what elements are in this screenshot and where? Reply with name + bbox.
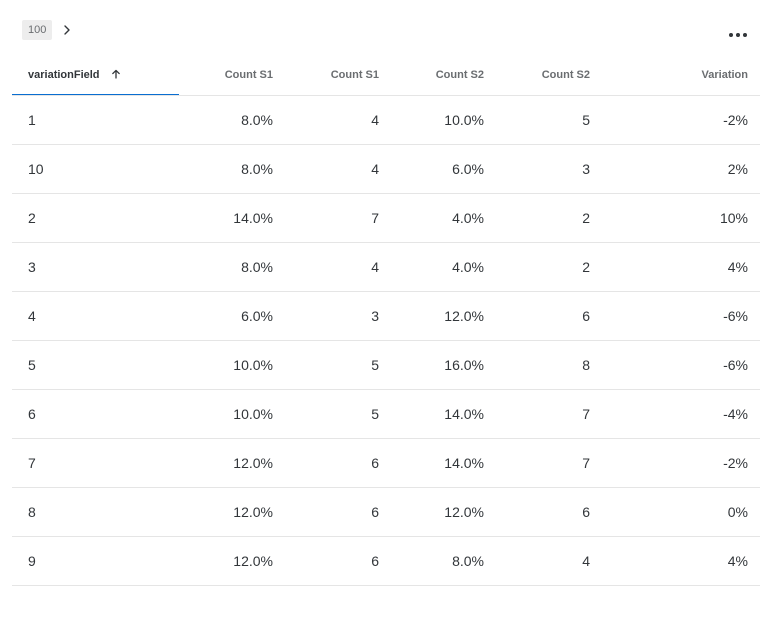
cell-variation: -6% [602, 340, 760, 390]
cell-count-s2-pct: 14.0% [391, 438, 496, 488]
cell-variationfield: 7 [12, 438, 179, 488]
cell-count-s1: 4 [285, 144, 391, 194]
cell-count-s1-pct: 12.0% [179, 487, 285, 537]
table-row[interactable]: 9 12.0% 6 8.0% 4 4% [12, 536, 760, 586]
table-row[interactable]: 1 8.0% 4 10.0% 5 -2% [12, 95, 760, 145]
more-horizontal-icon[interactable] [726, 26, 750, 42]
cell-variationfield: 6 [12, 389, 179, 439]
cell-count-s2: 8 [496, 340, 602, 390]
cell-count-s1: 5 [285, 389, 391, 439]
cell-variation: -2% [602, 438, 760, 488]
cell-count-s1-pct: 10.0% [179, 389, 285, 439]
cell-count-s1: 7 [285, 193, 391, 243]
table-row[interactable]: 8 12.0% 6 12.0% 6 0% [12, 487, 760, 537]
cell-variationfield: 2 [12, 193, 179, 243]
cell-count-s1-pct: 12.0% [179, 438, 285, 488]
cell-count-s2: 6 [496, 291, 602, 341]
cell-count-s2: 4 [496, 536, 602, 586]
cell-count-s1-pct: 8.0% [179, 242, 285, 292]
sort-ascending-icon [111, 69, 120, 79]
cell-variation: 0% [602, 487, 760, 537]
cell-variation: 10% [602, 193, 760, 243]
cell-count-s2: 7 [496, 389, 602, 439]
cell-variationfield: 5 [12, 340, 179, 390]
cell-count-s1-pct: 8.0% [179, 95, 285, 145]
cell-variationfield: 8 [12, 487, 179, 537]
cell-count-s1: 6 [285, 536, 391, 586]
cell-count-s2-pct: 10.0% [391, 95, 496, 145]
table-body: 1 8.0% 4 10.0% 5 -2% 10 8.0% 4 6.0% 3 2%… [12, 95, 760, 586]
cell-count-s2: 3 [496, 144, 602, 194]
cell-count-s1: 3 [285, 291, 391, 341]
cell-variationfield: 1 [12, 95, 179, 145]
table-header-row: variationField Count S1 Count S1 Count S… [12, 55, 760, 96]
column-header-count-s1-absolute[interactable]: Count S1 [285, 55, 391, 96]
column-header-count-s2-absolute[interactable]: Count S2 [496, 55, 602, 96]
cell-count-s1-pct: 14.0% [179, 193, 285, 243]
table-row[interactable]: 6 10.0% 5 14.0% 7 -4% [12, 389, 760, 439]
table-toolbar: 100 [22, 20, 74, 40]
cell-variation: 2% [602, 144, 760, 194]
cell-count-s2-pct: 14.0% [391, 389, 496, 439]
cell-count-s1-pct: 10.0% [179, 340, 285, 390]
cell-variationfield: 3 [12, 242, 179, 292]
cell-count-s1: 4 [285, 95, 391, 145]
cell-count-s2: 2 [496, 193, 602, 243]
cell-count-s2-pct: 8.0% [391, 536, 496, 586]
cell-count-s1: 6 [285, 487, 391, 537]
cell-count-s1-pct: 6.0% [179, 291, 285, 341]
cell-count-s2: 6 [496, 487, 602, 537]
cell-count-s2-pct: 4.0% [391, 193, 496, 243]
table-row[interactable]: 2 14.0% 7 4.0% 2 10% [12, 193, 760, 243]
cell-variationfield: 4 [12, 291, 179, 341]
table-row[interactable]: 4 6.0% 3 12.0% 6 -6% [12, 291, 760, 341]
cell-variation: 4% [602, 536, 760, 586]
row-limit-badge[interactable]: 100 [22, 20, 53, 40]
cell-variationfield: 10 [12, 144, 179, 194]
cell-count-s1-pct: 12.0% [179, 536, 285, 586]
cell-variationfield: 9 [12, 536, 179, 586]
column-header-variation[interactable]: Variation [602, 55, 760, 96]
cell-variation: -2% [602, 95, 760, 145]
column-header-variationfield[interactable]: variationField [12, 55, 179, 96]
cell-variation: -6% [602, 291, 760, 341]
table-row[interactable]: 7 12.0% 6 14.0% 7 -2% [12, 438, 760, 488]
table-row[interactable]: 3 8.0% 4 4.0% 2 4% [12, 242, 760, 292]
cell-count-s2: 7 [496, 438, 602, 488]
cell-count-s2-pct: 12.0% [391, 487, 496, 537]
cell-count-s1: 6 [285, 438, 391, 488]
cell-count-s1: 4 [285, 242, 391, 292]
chevron-right-icon[interactable] [60, 23, 74, 37]
column-header-count-s1[interactable]: Count S1 [179, 55, 285, 96]
cell-count-s2-pct: 6.0% [391, 144, 496, 194]
cell-count-s2-pct: 4.0% [391, 242, 496, 292]
table-row[interactable]: 5 10.0% 5 16.0% 8 -6% [12, 340, 760, 390]
data-table: variationField Count S1 Count S1 Count S… [12, 55, 760, 586]
cell-variation: 4% [602, 242, 760, 292]
cell-count-s2-pct: 16.0% [391, 340, 496, 390]
cell-variation: -4% [602, 389, 760, 439]
column-header-count-s2[interactable]: Count S2 [391, 55, 496, 96]
column-header-label: variationField [28, 69, 100, 81]
cell-count-s2: 5 [496, 95, 602, 145]
table-row[interactable]: 10 8.0% 4 6.0% 3 2% [12, 144, 760, 194]
cell-count-s2-pct: 12.0% [391, 291, 496, 341]
cell-count-s2: 2 [496, 242, 602, 292]
cell-count-s1: 5 [285, 340, 391, 390]
cell-count-s1-pct: 8.0% [179, 144, 285, 194]
